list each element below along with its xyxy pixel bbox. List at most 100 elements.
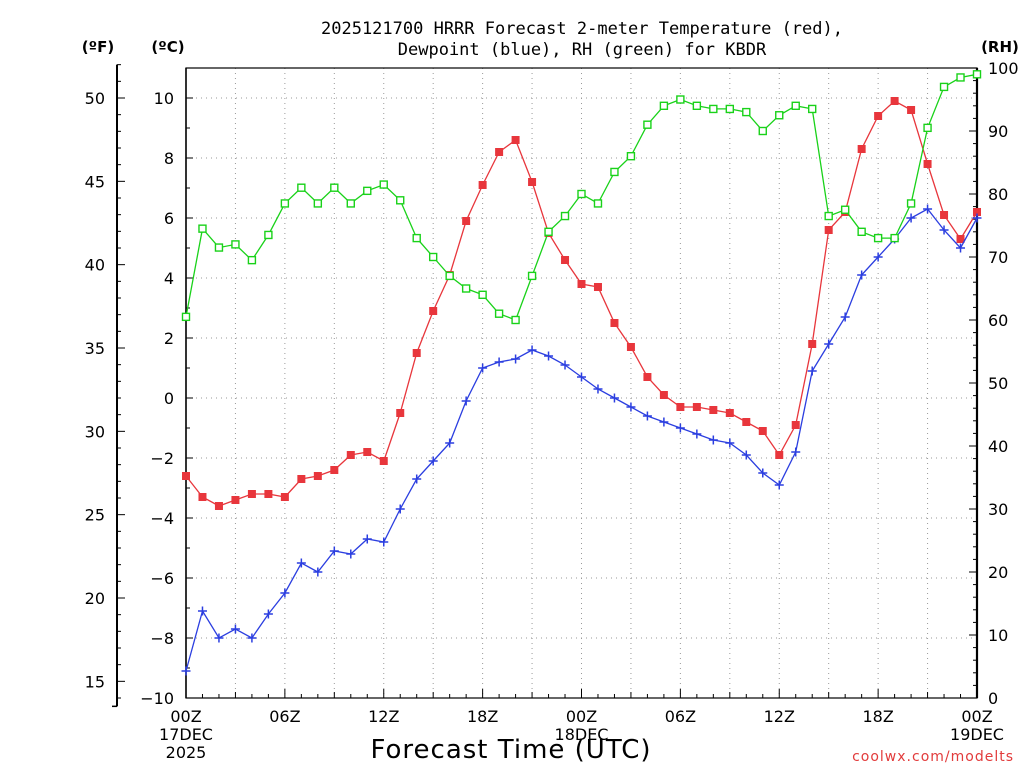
time-tick-label: 00Z [961,707,992,726]
dewpoint-point [956,243,966,253]
time-tick-label: 06Z [665,707,696,726]
rh-point [939,82,949,92]
dewpoint-point [593,384,603,394]
celsius-tick-label: −10 [140,689,174,708]
dewpoint-point [362,534,372,544]
dewpoint-point [263,609,273,619]
dewpoint-point [197,606,207,616]
dewpoint-point [478,363,488,373]
rh-point [692,101,702,111]
dewpoint-point [939,225,949,235]
temperature-point [857,145,866,153]
rh-point [461,284,471,293]
dewpoint-point [527,345,537,355]
time-tick-label: 00Z [566,707,597,726]
rh-point [775,111,784,120]
time-tick-label: 18Z [467,707,498,726]
celsius-tick-label: 6 [164,209,174,228]
chart-title-line-1: 2025121700 HRRR Forecast 2-meter Tempera… [321,19,843,39]
rh-point [247,255,257,265]
fahrenheit-tick-label: 25 [85,506,105,525]
rh-point [412,233,421,243]
temperature-point [808,340,817,348]
temperature-point [247,490,256,498]
time-tick-label: 2025 [166,743,207,762]
celsius-tick-label: −2 [150,449,174,468]
series-layer [181,70,982,676]
rh-point [923,123,932,133]
rh-point [527,271,537,281]
dewpoint-point [230,624,240,634]
dewpoint-point [445,438,455,448]
dewpoint-point [461,396,471,406]
dewpoint-point [923,204,933,214]
x-axis-title: Forecast Time (UTC) [370,735,651,765]
rh-point [214,243,224,252]
time-tick-label: 18Z [862,707,893,726]
fahrenheit-axis: 15 20 25 30 35 40 45 50 [85,64,125,708]
rh-tick-label: 70 [988,248,1008,267]
temperature-point [709,406,718,414]
rh-point [972,70,982,79]
fahrenheit-tick-label: 50 [85,89,105,108]
temperature-point [758,427,767,435]
rh-point [560,211,570,221]
dewpoint-point [692,429,702,439]
dewpoint-point [774,480,784,490]
time-tick-label: 12Z [764,707,795,726]
dewpoint-point [412,474,422,484]
time-tick-label: 19DEC [950,725,1004,744]
rh-tick-label: 50 [988,374,1008,393]
rh-tick-label: 80 [988,185,1008,204]
celsius-tick-label: 2 [164,329,174,348]
dewpoint-point [659,417,669,427]
dewpoint-point [873,252,883,262]
fahrenheit-tick-label: 35 [85,339,105,358]
rh-point [346,199,355,208]
dewpoint-point [906,213,916,223]
fahrenheit-tick-label: 20 [85,589,105,608]
temperature-point [396,409,405,417]
rh-point [577,189,586,199]
dewpoint-point [791,447,801,457]
dewpoint-point [280,588,290,598]
rh-point [906,199,916,208]
celsius-axis-label: (ºC) [151,38,184,56]
dewpoint-point [379,537,389,547]
celsius-tick-label: 0 [164,389,174,408]
grid-layer [186,68,977,699]
temperature-point [874,112,883,120]
rh-tick-label: 40 [988,437,1008,456]
time-tick-label: 06Z [269,707,300,726]
rh-point [824,211,833,221]
temperature-point [593,283,602,291]
rh-tick-label: 0 [988,689,998,708]
chart-title-line-2: Dewpoint (blue), RH (green) for KBDR [398,40,767,60]
dewpoint-point [840,312,850,322]
rh-point [363,186,372,196]
time-tick-label: 17DEC [159,725,213,744]
rh-point [231,240,240,249]
dewpoint-point [494,357,504,367]
dewpoint-point [758,468,768,478]
rh-point [544,227,553,237]
rh-point [626,151,636,161]
celsius-tick-label: −6 [150,569,174,588]
temperature-point [692,403,701,411]
rh-point [297,183,306,192]
temperature-point [264,490,273,498]
rh-point [840,205,850,214]
dewpoint-point [741,450,751,460]
dewpoint-point [857,270,867,280]
rh-point [610,167,619,177]
celsius-axis: −10 −8 −6 −4 −2 0 2 4 6 8 10 [140,89,193,708]
rh-point [758,126,767,136]
rh-point [330,183,339,192]
temperature-point [577,280,586,288]
dewpoint-point [609,393,619,403]
celsius-tick-label: 4 [164,269,174,288]
dewpoint-point [181,666,191,676]
temperature-point [330,466,339,474]
series-rh [181,70,982,325]
